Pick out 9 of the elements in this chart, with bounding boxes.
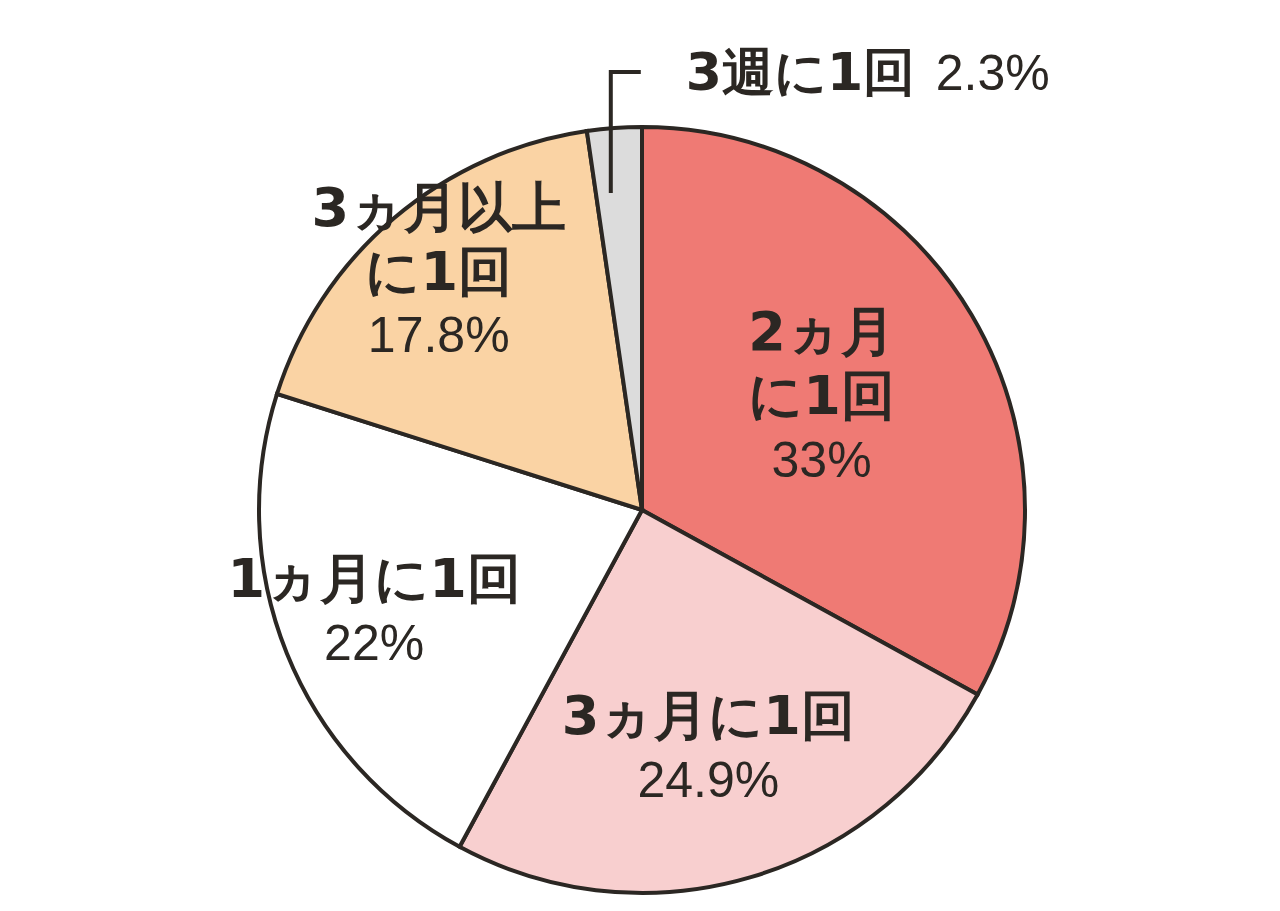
data-label: 2.3% [935,45,1050,101]
slice-label: 3週に1回 [685,42,916,102]
slice-label: 3ヵ月に1回 [561,684,855,748]
data-label: 17.8% [367,307,510,364]
slice-label: 2ヵ月に1回 [748,300,895,428]
data-label: 22% [324,614,425,671]
slice-label: 1ヵ月に1回 [227,547,521,611]
data-label: 33% [771,431,872,488]
data-label: 24.9% [637,751,780,808]
